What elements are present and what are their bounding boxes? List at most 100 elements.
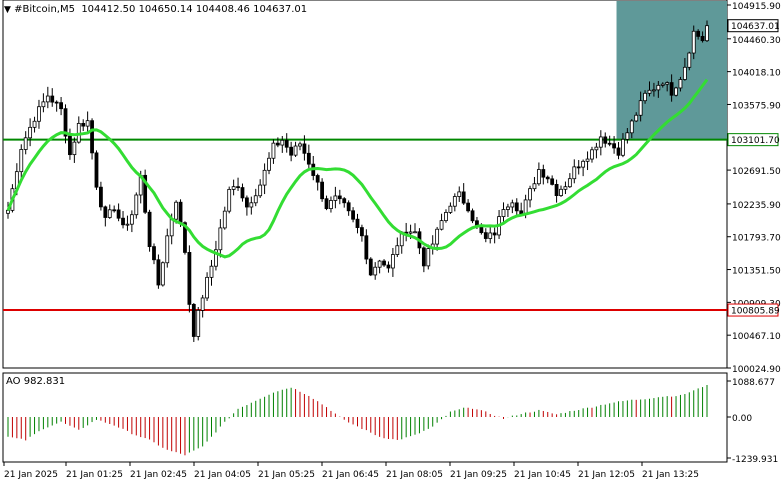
candle-body [147,211,152,248]
candle-body [377,260,382,268]
support-level-label: 103101.70 [731,136,780,146]
candle-body [696,30,701,37]
candle [563,181,568,195]
candle-body [426,248,431,267]
candle-body [59,102,63,110]
candle [612,136,616,154]
time-tick-label: 21 Jan 09:25 [450,470,507,480]
candle-body [616,147,621,156]
candle-body [298,143,302,147]
candle [466,199,471,213]
price-tick-label: 104915.90 [732,2,781,12]
candle [156,254,161,289]
candle [324,195,329,211]
candle [37,99,41,129]
candle [581,159,586,177]
candle [368,257,373,277]
candle-body [23,137,28,150]
candle [461,183,466,205]
candle [506,203,510,218]
candle-body [421,247,426,267]
price-tick-label: 100467.10 [732,332,781,342]
candle-body [488,232,493,239]
candle-body [373,266,378,276]
candle-body [244,197,249,208]
candle [315,173,320,191]
candle [625,128,630,144]
candle-body [506,206,510,210]
candle-body [240,187,245,199]
candle-body [214,249,218,267]
time-tick-label: 21 Jan 04:05 [194,470,251,480]
candle [346,200,351,216]
candle [492,227,497,244]
candle-body [466,202,471,212]
candle-body [346,202,351,212]
candle [222,206,227,230]
candle [382,259,386,267]
candle [103,205,108,227]
candle [390,247,395,277]
candle-body [603,136,608,144]
price-tick-label: 101793.70 [732,234,781,244]
candle [621,133,625,158]
candle-body [333,195,338,201]
candle [444,209,448,223]
candle [643,90,647,104]
candle [514,198,519,216]
candle [669,74,674,102]
candle-body [320,181,325,200]
candle [377,259,382,274]
red-level-tag [727,303,779,317]
candle [351,207,355,223]
price-tick-label: 103575.90 [732,101,781,111]
candle [249,196,254,215]
candle [430,235,435,255]
candle-body [492,232,497,236]
candle [435,226,440,251]
candle-body [342,198,347,204]
candle [107,204,112,219]
candle [275,137,280,148]
time-tick-label: 21 Jan 05:25 [258,470,315,480]
ao-tick-label: 0.00 [732,414,752,424]
candle-body [41,101,46,108]
candle [532,176,537,192]
candle-body [550,178,555,185]
candle-body [528,188,532,201]
candle [143,169,148,215]
candle-body [612,143,616,149]
candle [603,132,608,148]
candle-body [205,276,209,299]
candle [289,141,294,162]
candle [550,175,555,186]
candle-body [94,152,99,188]
candle-body [598,136,603,148]
candle-body [621,138,625,156]
candle-body [634,114,639,122]
candle [536,162,541,186]
candle [386,261,391,273]
price-tick-label: 100024.90 [732,365,781,375]
candle-body [660,83,665,86]
candle [121,211,125,229]
candle-body [121,217,125,226]
candle-body [559,188,563,197]
candle-body [665,82,670,85]
candle [674,86,678,97]
candle [271,139,276,164]
chart-header: ▼ #Bitcoin,M5 104412.50 104650.14 104408… [4,4,308,15]
candle-body [209,265,214,278]
candle-body [262,169,267,186]
time-axis-labels: 21 Jan 2025 21 Jan 01:25 21 Jan 02:45 21 Ja… [3,462,699,480]
candle-body [236,186,240,189]
candle [50,88,55,107]
candle-body [227,189,232,212]
candle-body [68,135,72,156]
candle [112,205,117,213]
candle [665,81,670,92]
candle [227,186,232,214]
candle-body [284,139,289,148]
candle-body [280,139,285,146]
time-tick-label: 21 Jan 12:05 [578,470,635,480]
